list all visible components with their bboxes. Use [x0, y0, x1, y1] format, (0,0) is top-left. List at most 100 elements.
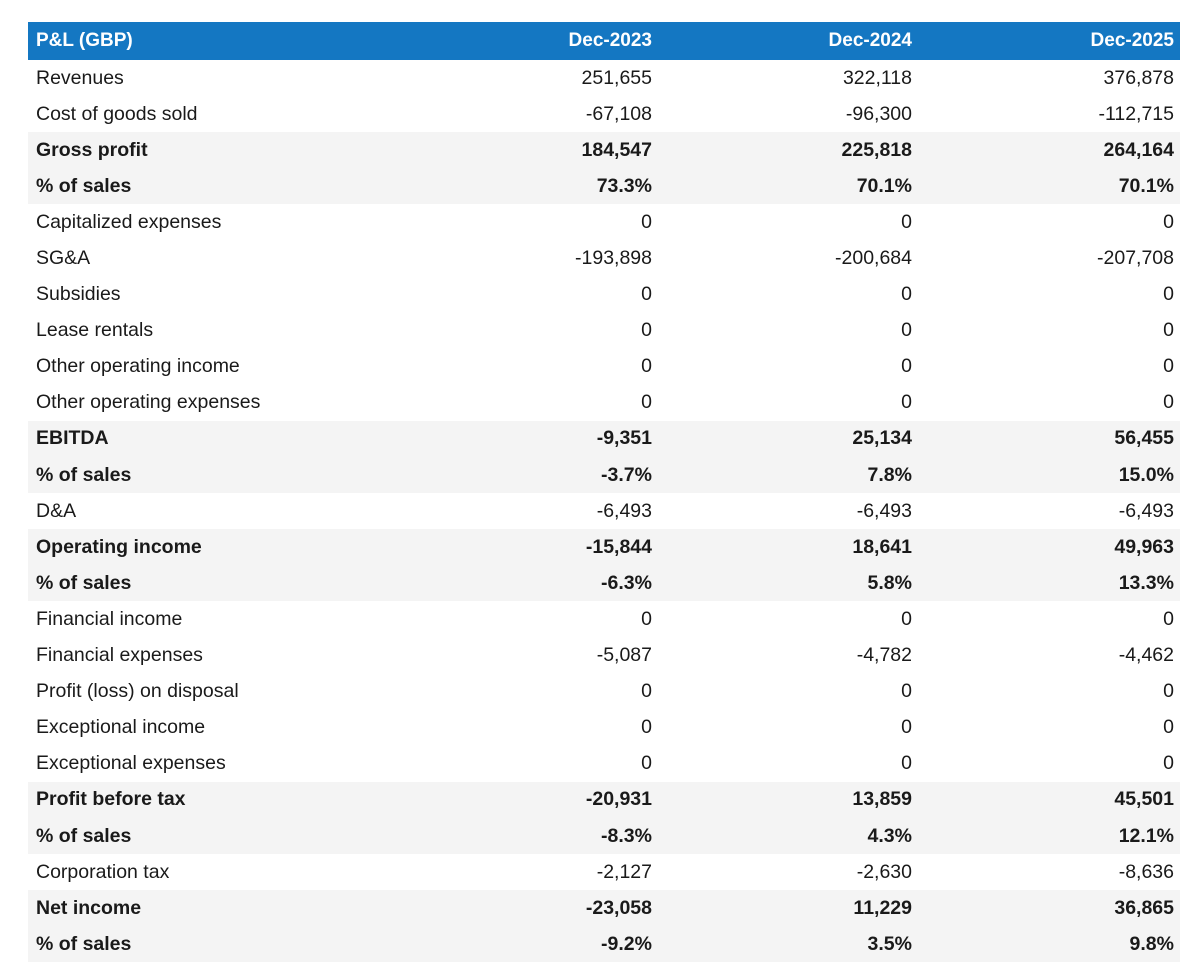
row-value-dec-2025: 36,865	[1114, 896, 1174, 919]
table-row: % of sales -9.2% 3.5% 9.8%	[28, 926, 1180, 963]
row-label: Profit before tax	[36, 788, 186, 811]
row-value-dec-2024: 0	[901, 391, 912, 414]
row-value-dec-2023: -9,351	[596, 427, 652, 450]
row-label: D&A	[36, 499, 77, 522]
row-label: Cost of goods sold	[36, 102, 198, 125]
row-value-dec-2025: 49,963	[1114, 535, 1174, 558]
row-label: Other operating income	[36, 355, 240, 378]
row-value-dec-2025: -112,715	[1098, 102, 1174, 125]
row-label: Subsidies	[36, 283, 121, 306]
row-value-dec-2023: -6,493	[596, 499, 652, 522]
row-value-dec-2023: 0	[641, 210, 652, 233]
row-label: Exceptional expenses	[36, 752, 226, 775]
table-row: % of sales -8.3% 4.3% 12.1%	[28, 817, 1180, 855]
row-value-dec-2023: 0	[641, 283, 652, 306]
row-value-dec-2024: 0	[901, 607, 912, 630]
table-row: Operating income -15,844 18,641 49,963	[28, 529, 1180, 566]
row-value-dec-2024: 3.5%	[867, 932, 912, 955]
row-value-dec-2025: 9.8%	[1129, 932, 1174, 955]
row-value-dec-2024: 4.3%	[867, 824, 912, 847]
row-label: Corporation tax	[36, 860, 170, 883]
row-value-dec-2024: 0	[901, 752, 912, 775]
row-value-dec-2023: -5,087	[596, 644, 652, 667]
row-value-dec-2025: -207,708	[1097, 247, 1174, 270]
row-value-dec-2024: 0	[901, 210, 912, 233]
table-row: Corporation tax -2,127 -2,630 -8,636	[28, 854, 1180, 890]
row-value-dec-2024: 11,229	[853, 896, 912, 919]
table-row: % of sales -6.3% 5.8% 13.3%	[28, 565, 1180, 602]
table-row: Cost of goods sold -67,108 -96,300 -112,715	[28, 96, 1180, 132]
row-label: Profit (loss) on disposal	[36, 680, 239, 703]
table-row: D&A -6,493 -6,493 -6,493	[28, 493, 1180, 529]
row-label: % of sales	[36, 824, 132, 847]
row-value-dec-2025: -6,493	[1118, 499, 1174, 522]
row-value-dec-2025: -4,462	[1118, 644, 1174, 667]
row-value-dec-2023: 0	[641, 752, 652, 775]
row-value-dec-2023: -193,898	[575, 247, 652, 270]
row-label: Capitalized expenses	[36, 210, 222, 233]
row-value-dec-2025: 0	[1163, 752, 1174, 775]
row-value-dec-2025: 0	[1163, 210, 1174, 233]
row-value-dec-2025: 0	[1163, 355, 1174, 378]
row-value-dec-2023: -8.3%	[601, 824, 652, 847]
row-value-dec-2023: 0	[641, 680, 652, 703]
row-label: % of sales	[36, 174, 132, 197]
table-row: Other operating income 0 0 0	[28, 349, 1180, 385]
table-row: SG&A -193,898 -200,684 -207,708	[28, 240, 1180, 276]
row-value-dec-2023: 73.3%	[596, 174, 652, 197]
pl-table: P&L (GBP) Dec-2023 Dec-2024 Dec-2025 Rev…	[28, 22, 1180, 963]
table-row: % of sales 73.3% 70.1% 70.1%	[28, 168, 1180, 205]
row-label: Other operating expenses	[36, 391, 261, 414]
table-row: Financial expenses -5,087 -4,782 -4,462	[28, 638, 1180, 674]
row-value-dec-2024: -96,300	[845, 102, 912, 125]
row-label: Net income	[36, 896, 142, 919]
row-value-dec-2024: 0	[901, 355, 912, 378]
table-row: Exceptional expenses 0 0 0	[28, 746, 1180, 782]
row-value-dec-2023: -67,108	[585, 102, 652, 125]
row-value-dec-2024: -2,630	[856, 860, 912, 883]
table-header: P&L (GBP) Dec-2023 Dec-2024 Dec-2025	[28, 22, 1180, 60]
row-value-dec-2023: -9.2%	[601, 932, 652, 955]
table-row: Profit (loss) on disposal 0 0 0	[28, 674, 1180, 710]
row-value-dec-2024: 7.8%	[867, 463, 912, 486]
header-col-dec-2025: Dec-2025	[1090, 30, 1174, 51]
row-value-dec-2025: 376,878	[1103, 66, 1175, 89]
header-col-dec-2024: Dec-2024	[828, 30, 912, 51]
row-value-dec-2025: 0	[1163, 391, 1174, 414]
row-label: % of sales	[36, 463, 132, 486]
row-label: Financial expenses	[36, 644, 203, 667]
row-value-dec-2025: 0	[1163, 283, 1174, 306]
row-value-dec-2024: 0	[901, 283, 912, 306]
row-value-dec-2025: 264,164	[1103, 138, 1175, 161]
row-label: Financial income	[36, 607, 183, 630]
row-label: EBITDA	[36, 427, 109, 450]
row-value-dec-2024: -4,782	[856, 644, 912, 667]
table-row: Profit before tax -20,931 13,859 45,501	[28, 781, 1180, 818]
pl-statement: P&L (GBP) Dec-2023 Dec-2024 Dec-2025 Rev…	[28, 22, 1180, 963]
row-value-dec-2023: 0	[641, 355, 652, 378]
row-value-dec-2023: 0	[641, 716, 652, 739]
header-row: P&L (GBP) Dec-2023 Dec-2024 Dec-2025	[28, 22, 1180, 60]
table-row: Financial income 0 0 0	[28, 601, 1180, 637]
row-value-dec-2023: -20,931	[585, 788, 652, 811]
table-row: Lease rentals 0 0 0	[28, 313, 1180, 349]
row-value-dec-2024: -6,493	[856, 499, 912, 522]
row-value-dec-2025: -8,636	[1118, 860, 1174, 883]
table-row: Revenues 251,655 322,118 376,878	[28, 60, 1180, 96]
row-value-dec-2025: 0	[1163, 319, 1174, 342]
row-value-dec-2025: 70.1%	[1118, 174, 1174, 197]
row-value-dec-2025: 0	[1163, 607, 1174, 630]
row-label: SG&A	[36, 247, 91, 270]
header-col-dec-2023: Dec-2023	[568, 30, 652, 51]
row-value-dec-2023: 251,655	[581, 66, 653, 89]
table-row: Net income -23,058 11,229 36,865	[28, 890, 1180, 927]
row-value-dec-2023: 0	[641, 607, 652, 630]
row-value-dec-2023: -3.7%	[601, 463, 652, 486]
row-value-dec-2024: 25,134	[852, 427, 912, 450]
row-value-dec-2025: 0	[1163, 680, 1174, 703]
table-row: Other operating expenses 0 0 0	[28, 385, 1180, 421]
row-value-dec-2025: 12.1%	[1118, 824, 1174, 847]
row-value-dec-2024: 322,118	[842, 66, 912, 89]
header-label: P&L (GBP)	[36, 30, 133, 51]
row-value-dec-2024: -200,684	[835, 247, 912, 270]
